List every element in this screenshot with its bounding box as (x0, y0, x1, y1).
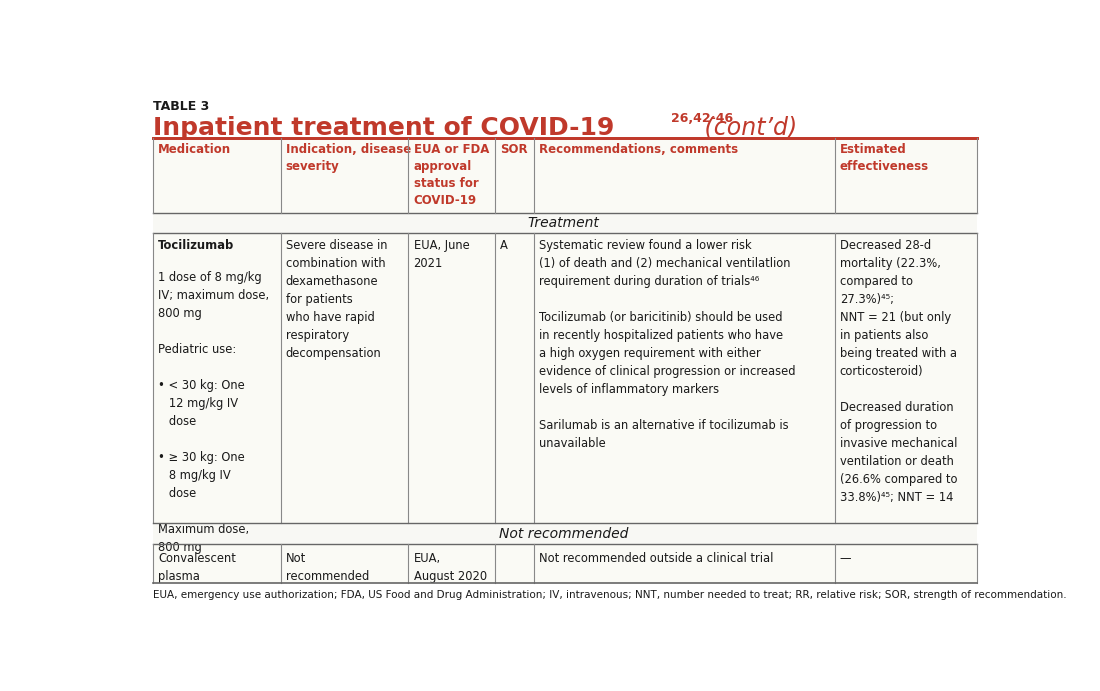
Text: (cont’d): (cont’d) (696, 116, 797, 140)
Text: Systematic review found a lower risk
(1) of death and (2) mechanical ventilatlio: Systematic review found a lower risk (1)… (539, 239, 795, 451)
Text: —: — (839, 551, 851, 565)
Text: EUA, emergency use authorization; FDA, US Food and Drug Administration; IV, intr: EUA, emergency use authorization; FDA, U… (153, 590, 1067, 600)
Text: Medication: Medication (158, 143, 231, 156)
Text: EUA,
August 2020: EUA, August 2020 (414, 551, 486, 583)
Bar (153, 545, 977, 583)
Text: EUA or FDA
approval
status for
COVID-19: EUA or FDA approval status for COVID-19 (414, 143, 488, 207)
Text: Severe disease in
combination with
dexamethasone
for patients
who have rapid
res: Severe disease in combination with dexam… (286, 239, 387, 360)
Text: Tocilizumab: Tocilizumab (158, 239, 234, 252)
Bar (153, 214, 977, 233)
Bar (153, 233, 977, 523)
Text: Convalescent
plasma: Convalescent plasma (158, 551, 235, 583)
Text: Inpatient treatment of COVID-19: Inpatient treatment of COVID-19 (153, 116, 614, 140)
Text: Not recommended: Not recommended (499, 527, 628, 540)
Text: Not recommended outside a clinical trial: Not recommended outside a clinical trial (539, 551, 773, 565)
Text: Recommendations, comments: Recommendations, comments (539, 143, 738, 156)
Text: TABLE 3: TABLE 3 (153, 100, 209, 113)
Bar (153, 138, 977, 214)
Text: Decreased 28-d
mortality (22.3%,
compared to
27.3%)⁴⁵;
NNT = 21 (but only
in pat: Decreased 28-d mortality (22.3%, compare… (839, 239, 957, 504)
Text: Indication, disease
severity: Indication, disease severity (286, 143, 411, 173)
Text: SOR: SOR (500, 143, 528, 156)
Text: 1 dose of 8 mg/kg
IV; maximum dose,
800 mg

Pediatric use:

• < 30 kg: One
   12: 1 dose of 8 mg/kg IV; maximum dose, 800 … (158, 272, 270, 554)
Text: A: A (500, 239, 508, 252)
Text: Estimated
effectiveness: Estimated effectiveness (839, 143, 928, 173)
Text: Treatment: Treatment (528, 216, 600, 230)
Text: 26,42-46: 26,42-46 (671, 112, 734, 124)
Text: Not
recommended: Not recommended (286, 551, 368, 583)
Text: EUA, June
2021: EUA, June 2021 (414, 239, 470, 270)
Bar (153, 523, 977, 545)
